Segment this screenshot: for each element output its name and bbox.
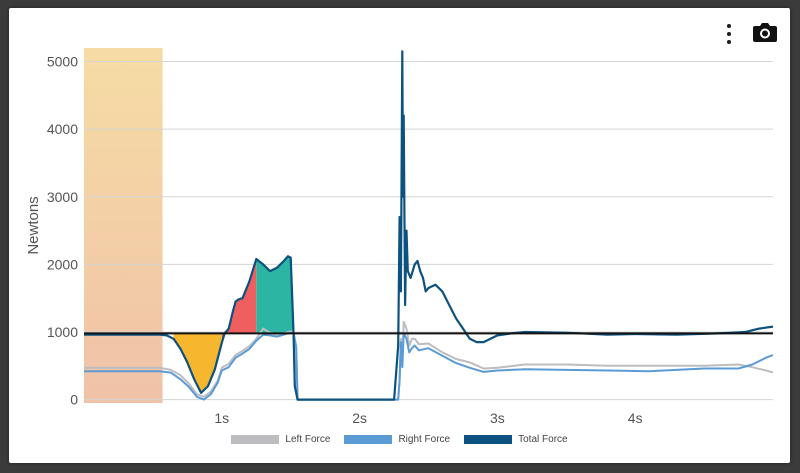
legend-swatch-left: [231, 434, 280, 444]
y-tick-label: 0: [70, 392, 78, 408]
legend: Left Force Right Force Total Force: [9, 431, 790, 447]
legend-swatch-total: [464, 434, 513, 444]
vertical-dots-icon: [727, 24, 731, 28]
legend-label-right: Right Force: [398, 433, 451, 445]
y-tick-label: 5000: [47, 54, 78, 70]
legend-label-total: Total Force: [518, 433, 568, 445]
x-tick-label: 2s: [352, 410, 367, 426]
weighing-band: [84, 48, 163, 403]
x-tick-label: 3s: [490, 410, 505, 426]
legend-item-total[interactable]: Total Force: [464, 433, 568, 445]
legend-item-right[interactable]: Right Force: [344, 434, 450, 445]
legend-item-left[interactable]: Left Force: [231, 434, 330, 445]
legend-label-left: Left Force: [285, 433, 331, 445]
total-force-line: [84, 50, 774, 401]
y-tick-label: 2000: [47, 256, 78, 272]
propulsion-fill: [256, 256, 295, 387]
legend-swatch-right: [344, 434, 393, 444]
chart-card: 0 1000 2000 3000 4000 5000 1s 2s 3s 4s Newtons Lef…: [9, 8, 790, 463]
y-tick-label: 1000: [47, 324, 78, 340]
y-tick-label: 4000: [47, 121, 78, 137]
force-plot: 0 1000 2000 3000 4000 5000 1s 2s 3s 4s Newtons: [25, 48, 774, 426]
x-tick-label: 1s: [214, 410, 229, 426]
unweighting-fill: [173, 333, 222, 393]
more-options-button[interactable]: [722, 22, 736, 46]
camera-icon: [753, 23, 777, 42]
y-tick-label: 3000: [47, 189, 78, 205]
y-axis-label: Newtons: [25, 196, 42, 254]
x-tick-label: 4s: [628, 410, 643, 426]
camera-button[interactable]: [752, 20, 778, 44]
right-force-line: [84, 331, 774, 401]
